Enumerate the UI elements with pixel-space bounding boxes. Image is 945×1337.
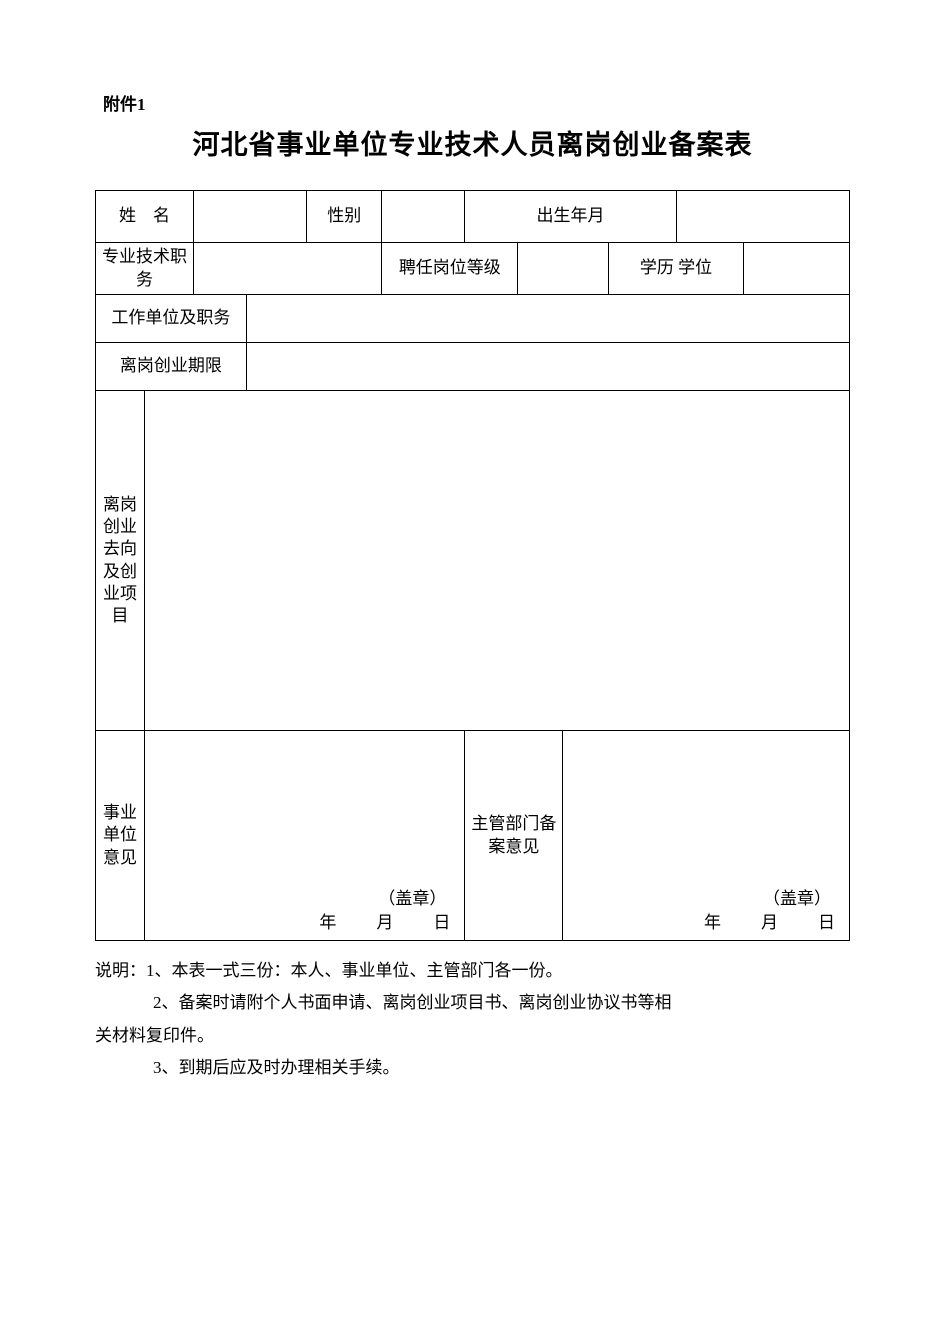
label-post-grade: 聘任岗位等级 <box>382 243 518 295</box>
notes-section: 说明：1、本表一式三份：本人、事业单位、主管部门各一份。 2、备案时请附个人书面… <box>95 955 850 1084</box>
value-inst-opinion: （盖章） 年 月 日 <box>145 731 465 941</box>
label-prof-title: 专业技术职务 <box>96 243 194 295</box>
value-leave-project <box>145 391 850 731</box>
label-edu-degree: 学历 学位 <box>608 243 744 295</box>
value-work-unit <box>246 295 849 343</box>
note-2-wrap: 关材料复印件。 <box>95 1020 850 1052</box>
value-name <box>194 191 307 243</box>
attachment-label: 附件1 <box>103 90 850 115</box>
label-leave-project: 离岗创业去向及创业项目 <box>96 391 145 731</box>
note-3: 3、到期后应及时办理相关手续。 <box>153 1052 850 1084</box>
value-prof-title <box>194 243 382 295</box>
value-birth <box>676 191 850 243</box>
date-text-2: 年 月 日 <box>575 912 837 934</box>
label-birth: 出生年月 <box>465 191 676 243</box>
label-leave-period: 离岗创业期限 <box>96 343 247 391</box>
value-edu-degree <box>744 243 850 295</box>
label-gender: 性别 <box>307 191 382 243</box>
main-title: 河北省事业单位专业技术人员离岗创业备案表 <box>95 123 850 162</box>
label-inst-opinion: 事业单位意见 <box>96 731 145 941</box>
notes-prefix: 说明： <box>95 961 146 980</box>
label-dept-opinion: 主管部门备案意见 <box>465 731 563 941</box>
value-leave-period <box>246 343 849 391</box>
value-gender <box>382 191 465 243</box>
note-2: 2、备案时请附个人书面申请、离岗创业项目书、离岗创业协议书等相 <box>153 987 850 1019</box>
registration-form-table: 姓 名 性别 出生年月 专业技术职务 聘任岗位等级 学历 学位 工作单位及职务 … <box>95 190 850 941</box>
note-1: 说明：1、本表一式三份：本人、事业单位、主管部门各一份。 <box>95 955 850 987</box>
note-1-text: 1、本表一式三份：本人、事业单位、主管部门各一份。 <box>146 961 563 980</box>
value-dept-opinion: （盖章） 年 月 日 <box>563 731 850 941</box>
value-post-grade <box>518 243 608 295</box>
date-text-1: 年 月 日 <box>157 912 452 934</box>
stamp-text-2: （盖章） <box>575 888 837 910</box>
label-work-unit: 工作单位及职务 <box>96 295 247 343</box>
stamp-text-1: （盖章） <box>157 888 452 910</box>
label-name: 姓 名 <box>96 191 194 243</box>
